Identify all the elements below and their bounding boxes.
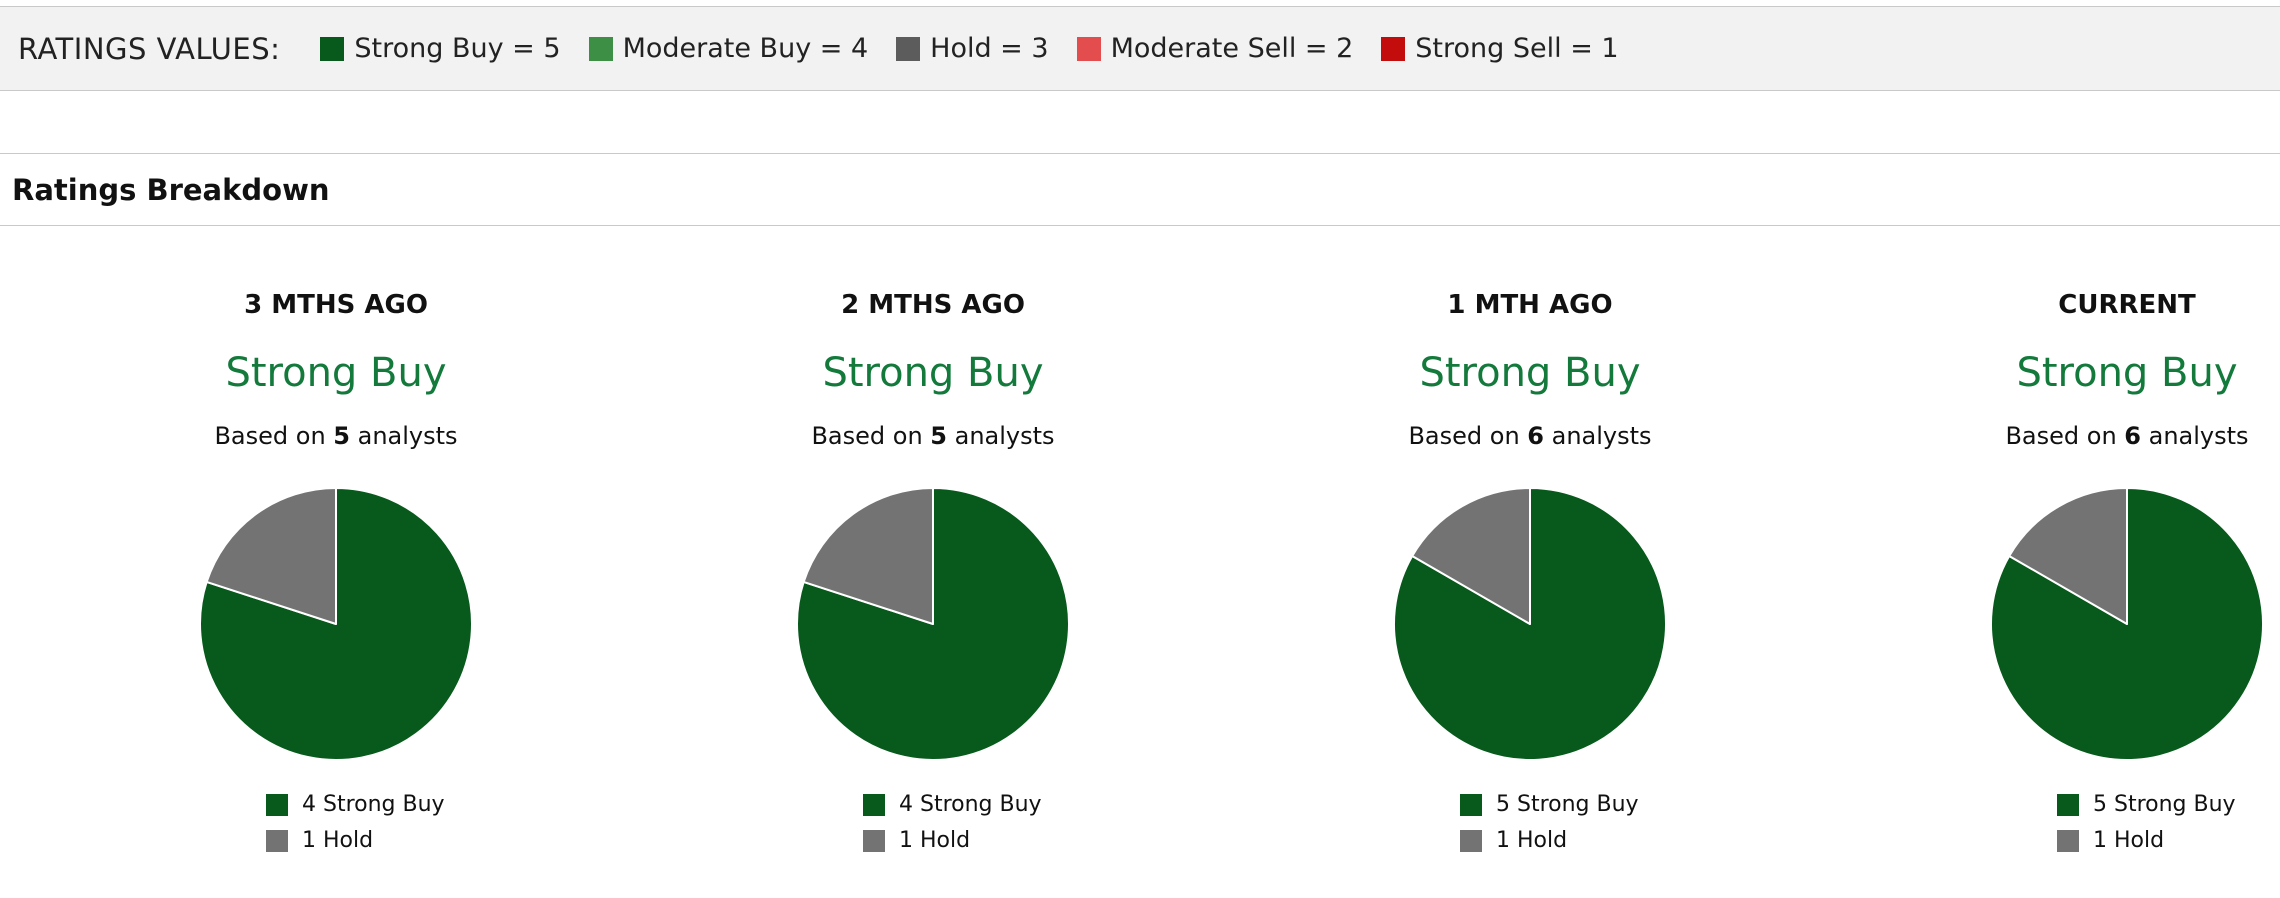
strong-sell-swatch-icon	[1381, 36, 1406, 61]
panel-analyst-count: Based on 5 analysts	[673, 422, 1193, 450]
legend-label: 4 Strong Buy	[302, 792, 445, 817]
analyst-count-value: 6	[2124, 422, 2141, 450]
legend-label: 4 Strong Buy	[899, 792, 1042, 817]
legend-item-hold: 1 Hold	[1270, 828, 1790, 864]
panel-period-title: CURRENT	[2058, 290, 2196, 320]
analyst-count-value: 6	[1527, 422, 1544, 450]
legend-label: 1 Hold	[302, 828, 374, 853]
legend-swatch-icon	[1460, 829, 1482, 852]
ratings-breakdown-title: Ratings Breakdown	[12, 172, 330, 207]
based-on-prefix: Based on	[1408, 422, 1528, 450]
ratings-pie-chart	[1990, 487, 2264, 761]
based-on-prefix: Based on	[2005, 422, 2125, 450]
analyst-count-value: 5	[333, 422, 350, 450]
legend-item-hold: 1 Hold	[673, 828, 1193, 864]
panel-consensus-rating: Strong Buy	[1419, 350, 1641, 396]
based-on-suffix: analysts	[1543, 422, 1652, 450]
legend-item-hold: 1 Hold	[1867, 828, 2280, 864]
legend-swatch-icon	[2057, 793, 2079, 816]
rating-value-label: Strong Buy = 5	[354, 33, 561, 64]
based-on-suffix: analysts	[2140, 422, 2249, 450]
pie-legend: 5 Strong Buy 1 Hold	[1270, 792, 1790, 864]
based-on-prefix: Based on	[811, 422, 931, 450]
legend-label: 1 Hold	[1496, 828, 1568, 853]
legend-swatch-icon	[266, 829, 288, 852]
panel-period-title: 1 MTH AGO	[1447, 290, 1613, 320]
panel-consensus-rating: Strong Buy	[822, 350, 1044, 396]
panel-consensus-rating: Strong Buy	[225, 350, 447, 396]
based-on-prefix: Based on	[214, 422, 334, 450]
ratings-breakdown-panels: 3 MTHS AGO Strong Buy Based on 5 analyst…	[0, 226, 2280, 898]
pie-slice-hold	[205, 487, 337, 625]
strong-buy-swatch-icon	[320, 36, 345, 61]
rating-value-label: Strong Sell = 1	[1415, 33, 1619, 64]
legend-swatch-icon	[863, 793, 885, 816]
legend-label: 5 Strong Buy	[2093, 792, 2236, 817]
ratings-values-bar: RATINGS VALUES: Strong Buy = 5 Moderate …	[0, 6, 2280, 91]
panel-period-title: 3 MTHS AGO	[244, 290, 428, 320]
hold-swatch-icon	[896, 36, 921, 61]
rating-value-hold: Hold = 3	[896, 33, 1049, 64]
analyst-count-value: 5	[930, 422, 947, 450]
rating-value-strong-sell: Strong Sell = 1	[1381, 33, 1619, 64]
panel-analyst-count: Based on 6 analysts	[1867, 422, 2280, 450]
legend-swatch-icon	[2057, 829, 2079, 852]
panel-consensus-rating: Strong Buy	[2016, 350, 2238, 396]
ratings-pie-chart	[199, 487, 473, 761]
legend-item-strong-buy: 5 Strong Buy	[1867, 792, 2280, 828]
legend-swatch-icon	[863, 829, 885, 852]
rating-value-strong-buy: Strong Buy = 5	[320, 33, 561, 64]
legend-label: 1 Hold	[899, 828, 971, 853]
panel-period-title: 2 MTHS AGO	[841, 290, 1025, 320]
rating-value-label: Hold = 3	[930, 33, 1049, 64]
based-on-suffix: analysts	[946, 422, 1055, 450]
pie-legend: 4 Strong Buy 1 Hold	[673, 792, 1193, 864]
legend-item-strong-buy: 4 Strong Buy	[76, 792, 596, 828]
pie-legend: 5 Strong Buy 1 Hold	[1867, 792, 2280, 864]
pie-slice-hold	[802, 487, 934, 625]
panel-3-mths-ago: 3 MTHS AGO Strong Buy Based on 5 analyst…	[76, 226, 596, 898]
legend-label: 1 Hold	[2093, 828, 2165, 853]
panel-analyst-count: Based on 6 analysts	[1270, 422, 1790, 450]
rating-value-moderate-sell: Moderate Sell = 2	[1076, 33, 1354, 64]
ratings-pie-chart	[1393, 487, 1667, 761]
moderate-sell-swatch-icon	[1076, 36, 1101, 61]
panel-1-mth-ago: 1 MTH AGO Strong Buy Based on 6 analysts…	[1270, 226, 1790, 898]
rating-value-moderate-buy: Moderate Buy = 4	[588, 33, 869, 64]
legend-item-strong-buy: 5 Strong Buy	[1270, 792, 1790, 828]
panel-analyst-count: Based on 5 analysts	[76, 422, 596, 450]
rating-value-label: Moderate Buy = 4	[622, 33, 869, 64]
panel-current: CURRENT Strong Buy Based on 6 analysts 5…	[1867, 226, 2280, 898]
panel-2-mths-ago: 2 MTHS AGO Strong Buy Based on 5 analyst…	[673, 226, 1193, 898]
ratings-breakdown-header: Ratings Breakdown	[0, 153, 2280, 226]
moderate-buy-swatch-icon	[588, 36, 613, 61]
pie-slice-hold	[2008, 487, 2128, 625]
ratings-values-title: RATINGS VALUES:	[18, 31, 281, 66]
legend-swatch-icon	[266, 793, 288, 816]
pie-slice-hold	[1411, 487, 1531, 625]
legend-label: 5 Strong Buy	[1496, 792, 1639, 817]
based-on-suffix: analysts	[349, 422, 458, 450]
pie-legend: 4 Strong Buy 1 Hold	[76, 792, 596, 864]
legend-swatch-icon	[1460, 793, 1482, 816]
legend-item-strong-buy: 4 Strong Buy	[673, 792, 1193, 828]
legend-item-hold: 1 Hold	[76, 828, 596, 864]
ratings-pie-chart	[796, 487, 1070, 761]
rating-value-label: Moderate Sell = 2	[1110, 33, 1354, 64]
